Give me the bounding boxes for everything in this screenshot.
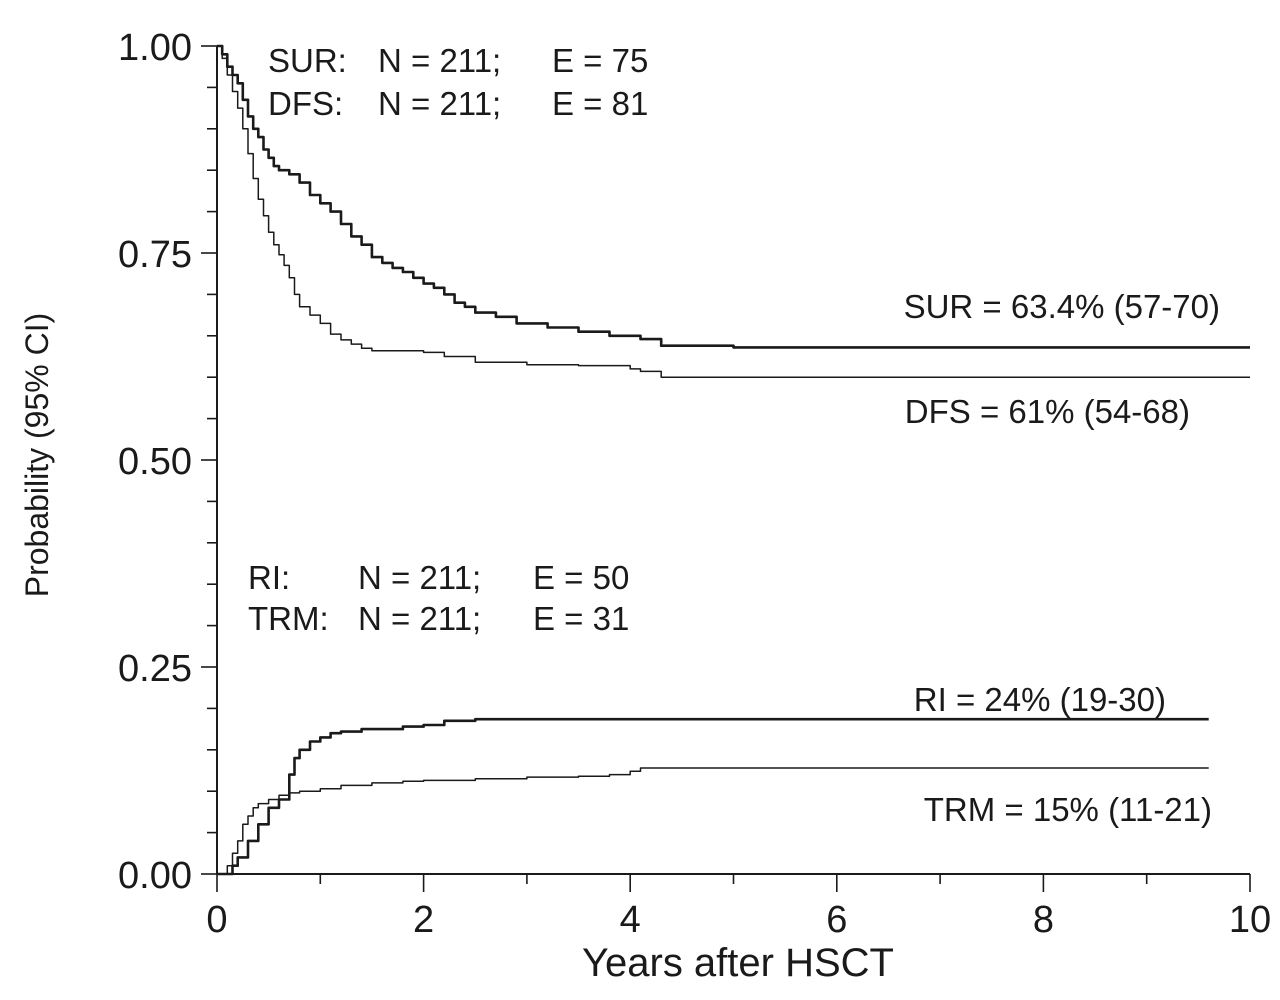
curves [217, 44, 1250, 876]
y-tick-label: 1.00 [118, 27, 192, 69]
trm-curve [217, 767, 1209, 875]
dfs-stats-e: E = 81 [552, 85, 648, 122]
sur-curve [217, 44, 1250, 349]
ri-stats-e: E = 50 [533, 559, 629, 596]
trm-stats-e: E = 31 [533, 600, 629, 637]
ri-curve [217, 717, 1209, 876]
x-tick-label: 0 [206, 899, 227, 941]
y-tick-label: 0.00 [118, 855, 192, 897]
x-tick-label: 10 [1229, 899, 1271, 941]
survival-stats-block: SUR: N = 211; E = 75 DFS: N = 211; E = 8… [268, 42, 648, 122]
ticks [201, 45, 1251, 892]
dfs-stats-n: N = 211; [378, 85, 501, 122]
trm-stats-name: TRM: [248, 600, 329, 637]
cumulative-stats-block: RI: N = 211; E = 50 TRM: N = 211; E = 31 [248, 559, 629, 637]
x-tick-label: 4 [620, 899, 641, 941]
y-tick-label: 0.25 [118, 648, 192, 690]
dfs-stats-name: DFS: [268, 85, 343, 122]
sur-summary-label: SUR = 63.4% (57-70) [904, 288, 1220, 325]
y-tick-label: 0.50 [118, 441, 192, 483]
tick-labels: 0 2 4 6 8 10 0.00 0.25 0.50 0.75 1.00 [118, 27, 1271, 941]
x-tick-label: 6 [826, 899, 847, 941]
ri-summary-label: RI = 24% (19-30) [914, 681, 1166, 718]
y-axis-title: Probability (95% CI) [19, 313, 55, 598]
x-tick-label: 2 [413, 899, 434, 941]
sur-stats-n: N = 211; [378, 42, 501, 79]
sur-stats-e: E = 75 [552, 42, 648, 79]
dfs-summary-label: DFS = 61% (54-68) [905, 393, 1190, 430]
ri-stats-n: N = 211; [358, 559, 481, 596]
dfs-curve [217, 45, 1250, 378]
sur-stats-name: SUR: [268, 42, 347, 79]
x-axis-title: Years after HSCT [582, 941, 894, 985]
axes [216, 46, 1250, 875]
x-tick-label: 8 [1033, 899, 1054, 941]
trm-summary-label: TRM = 15% (11-21) [924, 791, 1212, 828]
ri-stats-name: RI: [248, 559, 290, 596]
trm-stats-n: N = 211; [358, 600, 481, 637]
y-tick-label: 0.75 [118, 234, 192, 276]
